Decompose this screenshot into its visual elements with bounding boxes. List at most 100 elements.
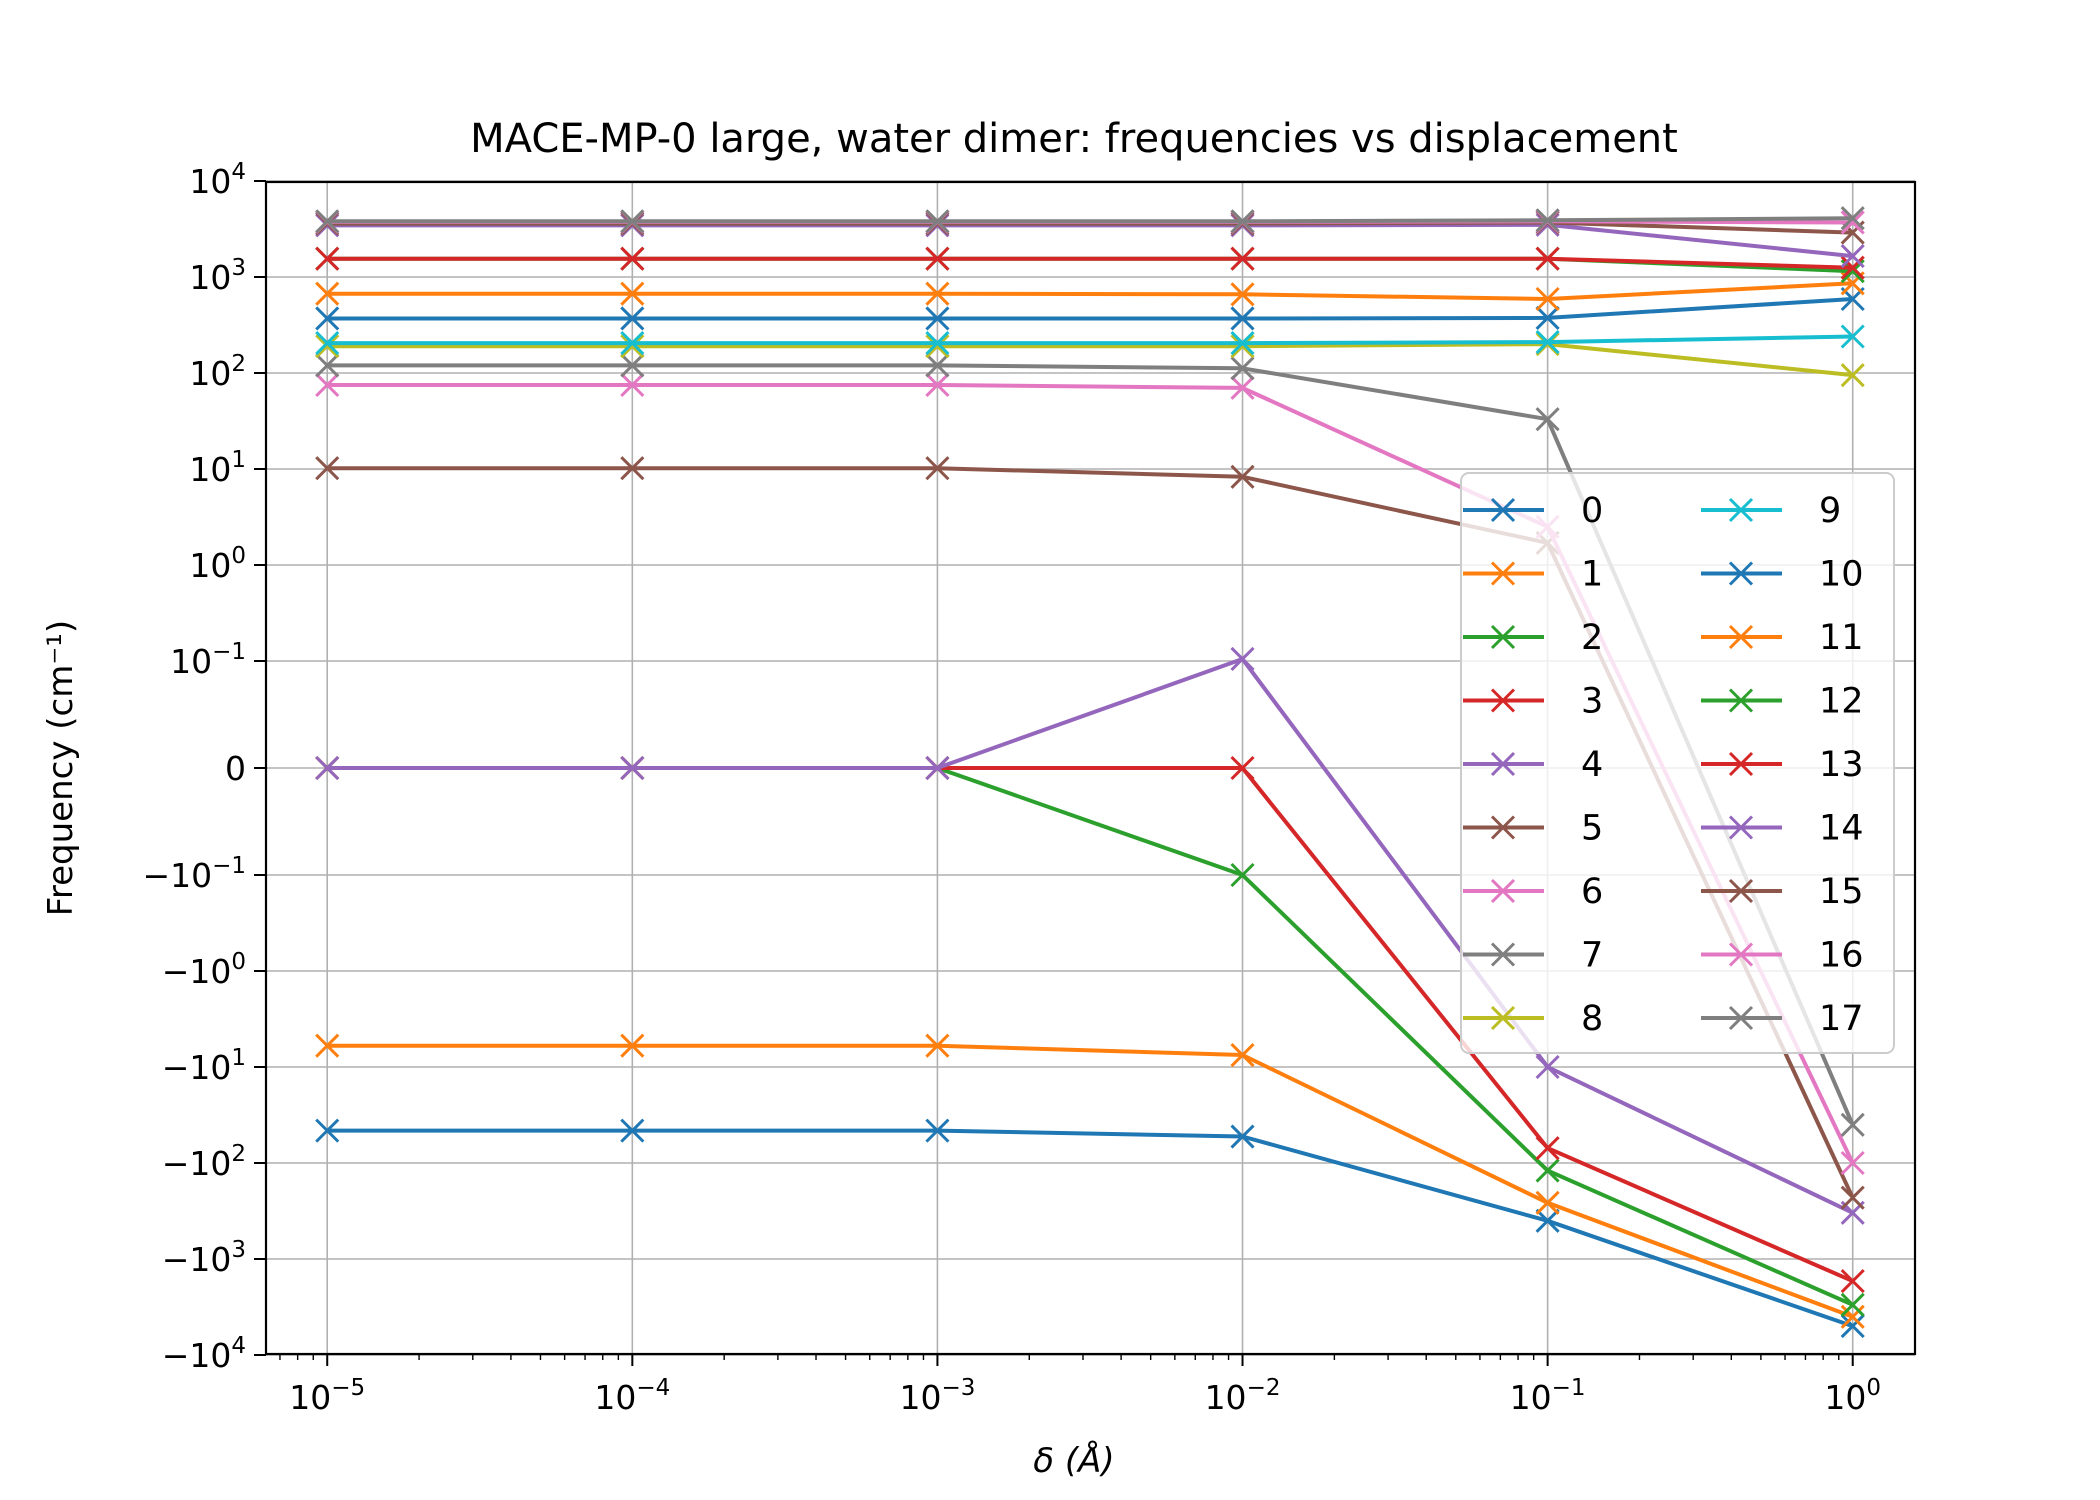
data-point-marker xyxy=(315,372,340,398)
data-point-marker xyxy=(620,306,645,331)
data-point-marker xyxy=(1535,1136,1560,1161)
legend-swatch-marker xyxy=(1728,1005,1754,1031)
series-line-8 xyxy=(327,342,1853,378)
data-point-marker xyxy=(925,306,950,331)
data-point-marker xyxy=(315,246,340,271)
data-point-marker xyxy=(315,353,340,378)
legend-label: 4 xyxy=(1581,745,1603,785)
legend-swatch-marker xyxy=(1728,751,1754,777)
data-point-marker xyxy=(1230,862,1255,888)
legend-label: 9 xyxy=(1819,491,1841,531)
legend-label: 6 xyxy=(1581,872,1603,912)
y-tick-label: 100 xyxy=(189,543,246,585)
y-tick-label: −104 xyxy=(162,1333,246,1375)
series-lines xyxy=(315,206,1865,1339)
data-point-marker xyxy=(1230,306,1255,331)
series-line-4 xyxy=(327,657,1854,1215)
data-point-marker xyxy=(1840,206,1865,231)
legend-swatch-marker xyxy=(1728,624,1754,650)
legend-swatch-marker xyxy=(1490,1005,1516,1031)
data-point-marker xyxy=(1535,330,1560,355)
data-point-marker xyxy=(925,755,950,781)
x-tick-label: 10−1 xyxy=(1510,1375,1586,1417)
data-point-marker xyxy=(1230,755,1255,781)
data-point-marker xyxy=(315,1033,340,1058)
legend-swatch-marker xyxy=(1728,878,1754,904)
series-line-9 xyxy=(327,334,1853,346)
legend-swatch-marker xyxy=(1490,942,1516,967)
y-tick-label: −103 xyxy=(162,1237,246,1279)
data-point-marker xyxy=(925,1118,950,1143)
y-tick-label: −100 xyxy=(162,949,246,991)
legend-label: 12 xyxy=(1819,682,1864,722)
x-tick-label: 10−3 xyxy=(899,1375,975,1417)
data-point-marker xyxy=(620,331,645,356)
data-point-marker xyxy=(620,1118,645,1143)
legend-swatch-marker xyxy=(1490,878,1516,904)
legend-swatch-marker xyxy=(1728,688,1754,713)
legend-swatch-marker xyxy=(1490,688,1516,713)
data-point-marker xyxy=(315,334,340,359)
data-point-marker xyxy=(620,353,645,378)
data-point-marker xyxy=(315,281,340,306)
y-tick-label: 0 xyxy=(225,749,246,788)
data-point-marker xyxy=(1535,246,1560,271)
data-point-marker xyxy=(1230,464,1255,489)
y-tick-label: 102 xyxy=(189,351,246,393)
legend-label: 10 xyxy=(1819,555,1864,595)
x-tick-label: 10−4 xyxy=(594,1375,670,1417)
legend-swatch-marker xyxy=(1490,751,1516,777)
data-point-marker xyxy=(1840,1314,1865,1339)
series-line-11 xyxy=(327,281,1853,301)
legend-label: 15 xyxy=(1819,872,1864,912)
x-tick-label: 10−2 xyxy=(1205,1375,1281,1417)
series-line-1 xyxy=(327,1043,1854,1319)
legend-label: 8 xyxy=(1581,999,1603,1039)
y-tick-label: 101 xyxy=(189,447,246,489)
legend-swatch-marker xyxy=(1490,561,1516,586)
data-point-marker xyxy=(620,209,645,234)
data-point-marker xyxy=(315,456,340,481)
legend-label: 2 xyxy=(1581,618,1603,658)
x-tick-label: 10−5 xyxy=(289,1375,365,1417)
legend-label: 7 xyxy=(1581,936,1603,976)
data-point-marker xyxy=(1230,1124,1255,1149)
data-point-marker xyxy=(925,246,950,271)
x-axis-label: δ (Å) xyxy=(1033,1440,1114,1481)
data-point-marker xyxy=(925,209,950,234)
data-point-marker xyxy=(620,246,645,271)
data-point-marker xyxy=(1535,208,1560,233)
data-point-marker xyxy=(1230,246,1255,271)
y-tick-label: 104 xyxy=(189,159,246,201)
data-point-marker xyxy=(925,1033,950,1058)
legend-swatch-marker xyxy=(1728,815,1754,840)
data-point-marker xyxy=(1535,1190,1560,1215)
data-point-marker xyxy=(1535,1054,1560,1080)
data-point-marker xyxy=(1840,1269,1865,1294)
x-tick-label: 100 xyxy=(1824,1375,1881,1417)
data-point-marker xyxy=(925,456,950,481)
series-line-0 xyxy=(327,1128,1854,1328)
y-tick-label: 10−1 xyxy=(170,639,246,681)
data-point-marker xyxy=(1535,1158,1560,1183)
data-point-marker xyxy=(1840,324,1865,349)
legend-swatch-marker xyxy=(1728,942,1754,967)
data-point-marker xyxy=(620,372,645,398)
data-point-marker xyxy=(1230,356,1255,381)
data-point-marker xyxy=(315,209,340,234)
data-point-marker xyxy=(1840,1304,1865,1329)
legend-label: 13 xyxy=(1819,745,1864,785)
data-point-marker xyxy=(1230,375,1255,400)
axis-ticks: 10−5 10−4 10−3 10−2 10−1 10010410310210110010… xyxy=(142,159,1881,1417)
data-point-marker xyxy=(315,306,340,331)
series-line-17 xyxy=(327,216,1853,224)
data-point-marker xyxy=(1840,363,1865,388)
data-point-marker xyxy=(1535,212,1560,237)
legend-label: 16 xyxy=(1819,936,1864,976)
data-point-marker xyxy=(1840,244,1865,269)
legend-swatch-marker xyxy=(1490,497,1516,523)
legend-label: 11 xyxy=(1819,618,1864,658)
legend-label: 1 xyxy=(1581,555,1603,595)
data-point-marker xyxy=(925,353,950,378)
